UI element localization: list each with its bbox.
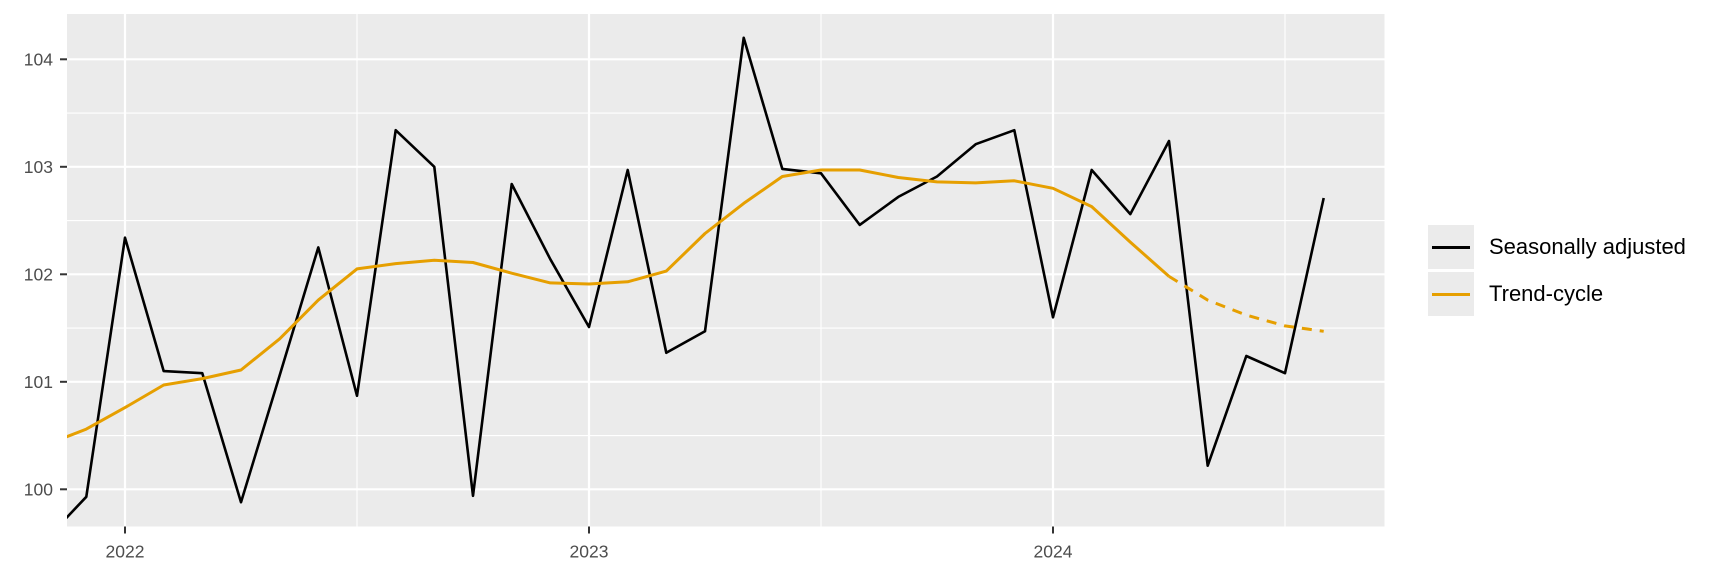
black-line-swatch-icon <box>1432 245 1470 249</box>
y-tick-label: 100 <box>24 479 53 499</box>
y-tick-label: 102 <box>24 264 53 284</box>
x-tick-label: 2024 <box>1034 542 1073 562</box>
panel-background <box>67 14 1385 527</box>
series-trend-cycle <box>67 168 1170 439</box>
legend: Seasonally adjusted Trend-cycle <box>1428 225 1686 316</box>
legend-item-trend-cycle: Trend-cycle <box>1428 272 1686 316</box>
x-tick-label: 2023 <box>570 542 609 562</box>
series-seasonally-adjusted <box>67 36 1325 520</box>
legend-item-seasonally-adjusted: Seasonally adjusted <box>1428 225 1686 269</box>
legend-key-seasonally-adjusted <box>1428 225 1474 269</box>
y-tick-label: 101 <box>24 372 53 392</box>
y-tick-label: 103 <box>24 157 53 177</box>
legend-key-trend-cycle <box>1428 272 1474 316</box>
orange-line-swatch-icon <box>1432 292 1470 296</box>
x-tick-label: 2022 <box>106 542 145 562</box>
legend-label-seasonally-adjusted: Seasonally adjusted <box>1489 234 1686 259</box>
legend-label-trend-cycle: Trend-cycle <box>1489 281 1604 306</box>
y-tick-label: 104 <box>24 49 53 69</box>
